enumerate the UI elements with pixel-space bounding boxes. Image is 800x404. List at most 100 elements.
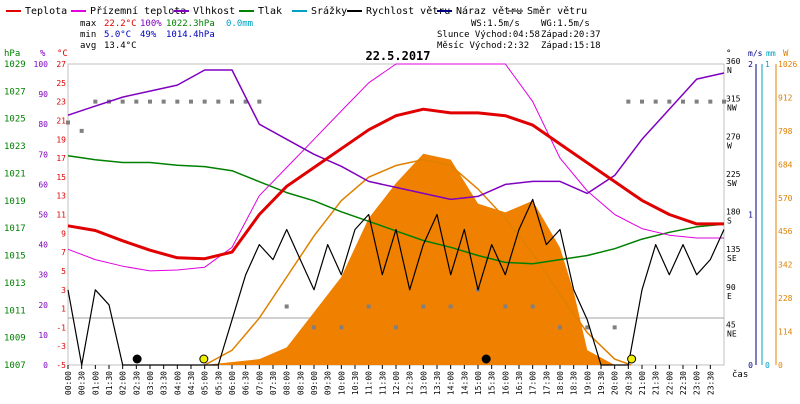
compass-label: N [727, 66, 732, 75]
c-tick-label: 23 [56, 98, 66, 107]
pct-tick-label: 60 [38, 180, 48, 189]
info-ws: WS:1.5m/s [471, 19, 520, 29]
stat-avg-label: avg [80, 41, 96, 51]
info-sunset: Západ:20:37 [541, 30, 601, 40]
wind-dir-point [257, 99, 262, 104]
pct-tick-label: 90 [38, 90, 48, 99]
w-tick-label: 0 [778, 361, 783, 370]
hpa-tick-label: 1017 [4, 224, 26, 234]
x-tick-label: 07:00 [255, 371, 264, 395]
x-tick-label: 12:00 [392, 371, 401, 395]
x-tick-label: 14:30 [460, 371, 469, 395]
x-tick-label: 01:00 [91, 371, 100, 395]
x-tick-label: 18:30 [570, 371, 579, 395]
legend-vlhkost: Vlhkost [174, 6, 235, 17]
x-tick-label: 05:30 [214, 371, 223, 395]
x-tick-label: 20:00 [611, 371, 620, 395]
ms-tick-label: 2 [748, 60, 753, 69]
deg-tick-label: 360 [726, 57, 741, 66]
mm-tick-label: 1 [765, 60, 770, 69]
compass-label: NE [727, 329, 737, 338]
pct-tick-label: 20 [38, 301, 48, 310]
wind-dir-point [626, 99, 631, 104]
x-tick-label: 10:30 [351, 371, 360, 395]
legend-label: Srážky [311, 5, 347, 17]
wind-dir-point [694, 99, 699, 104]
legend-srazky: Srážky [292, 5, 347, 17]
deg-tick-label: 135 [726, 245, 741, 254]
wind-dir-point [421, 304, 426, 309]
wind-dir-point [202, 99, 207, 104]
pct-tick-label: 10 [38, 331, 48, 340]
stat-min-pres: 1014.4hPa [166, 30, 215, 40]
stat-max-hum: 100% [140, 19, 162, 29]
c-tick-label: 13 [56, 192, 66, 201]
legend-label: Náraz větru [456, 5, 522, 17]
compass-label: W [727, 141, 732, 150]
ground-temp-line [67, 63, 724, 272]
legend-label: Směr větru [527, 5, 587, 17]
compass-label: NW [727, 104, 737, 113]
x-tick-label: 15:30 [488, 371, 497, 395]
wind-dir-point [93, 99, 98, 104]
wind-dir-point [148, 99, 152, 104]
x-tick-label: 19:30 [597, 371, 606, 395]
x-tick-label: 13:00 [419, 371, 428, 395]
wind-dir-point [708, 99, 713, 104]
c-tick-label: -1 [56, 323, 66, 332]
x-tick-label: 01:30 [105, 371, 114, 395]
stat-max-pres: 1022.3hPa [166, 19, 215, 29]
deg-tick-label: 180 [726, 208, 741, 217]
c-tick-label: 3 [61, 286, 66, 295]
x-tick-label: 16:00 [501, 371, 510, 395]
legend-label: Vlhkost [193, 6, 235, 17]
c-tick-label: 5 [61, 267, 66, 276]
moonrise-marker [132, 354, 142, 364]
x-tick-label: 09:00 [310, 371, 319, 395]
hpa-tick-label: 1025 [4, 115, 26, 125]
x-tick-label: 00:00 [64, 371, 73, 395]
legend-label: Rychlost větru [366, 5, 450, 17]
axis-title-w: W [783, 49, 789, 59]
x-tick-label: 08:30 [296, 371, 305, 395]
c-tick-label: 17 [56, 154, 66, 163]
stat-avg-temp: 13.4°C [104, 41, 137, 51]
sun-moon-markers [132, 354, 637, 364]
deg-tick-label: 90 [726, 283, 736, 292]
ms-tick-label: 1 [748, 211, 753, 220]
c-tick-label: 19 [56, 135, 66, 144]
chart-title: 22.5.2017 [365, 49, 430, 63]
x-tick-label: 15:00 [474, 371, 483, 395]
legend-smer: Směr větru [508, 5, 587, 17]
wind-dir-point [189, 99, 193, 104]
deg-tick-label: 270 [726, 132, 741, 141]
x-tick-label: 00:30 [78, 371, 87, 395]
x-tick-label: 21:00 [638, 371, 647, 395]
legend-label: Přízemní teplota [90, 5, 186, 17]
stat-min-temp: 5.0°C [104, 30, 131, 40]
c-tick-label: 25 [56, 79, 66, 88]
wind-dir-point [230, 99, 234, 104]
pct-tick-label: 40 [38, 241, 48, 250]
pct-tick-label: 80 [38, 120, 48, 129]
sunset-marker [627, 354, 637, 364]
x-tick-label: 16:30 [515, 371, 524, 395]
compass-label: S [727, 217, 732, 226]
wind-dir-point [558, 325, 562, 330]
hpa-tick-label: 1013 [4, 279, 26, 289]
wind-dir-point [653, 99, 658, 104]
wind-dir-point [530, 304, 535, 309]
x-tick-label: 13:30 [433, 371, 442, 395]
series-layer [67, 63, 725, 366]
w-tick-label: 456 [778, 227, 793, 236]
wind-dir-point [667, 99, 672, 104]
x-tick-label: 12:30 [406, 371, 415, 395]
measured-radiation-area [204, 153, 615, 365]
moonset-marker [481, 354, 491, 364]
x-tick-label: 23:30 [706, 371, 715, 395]
x-axis-title: čas [732, 369, 748, 380]
x-tick-label: 05:00 [201, 371, 210, 395]
stat-min-hum: 49% [140, 30, 157, 40]
hpa-tick-label: 1011 [4, 306, 26, 316]
x-tick-label: 08:00 [283, 371, 292, 395]
